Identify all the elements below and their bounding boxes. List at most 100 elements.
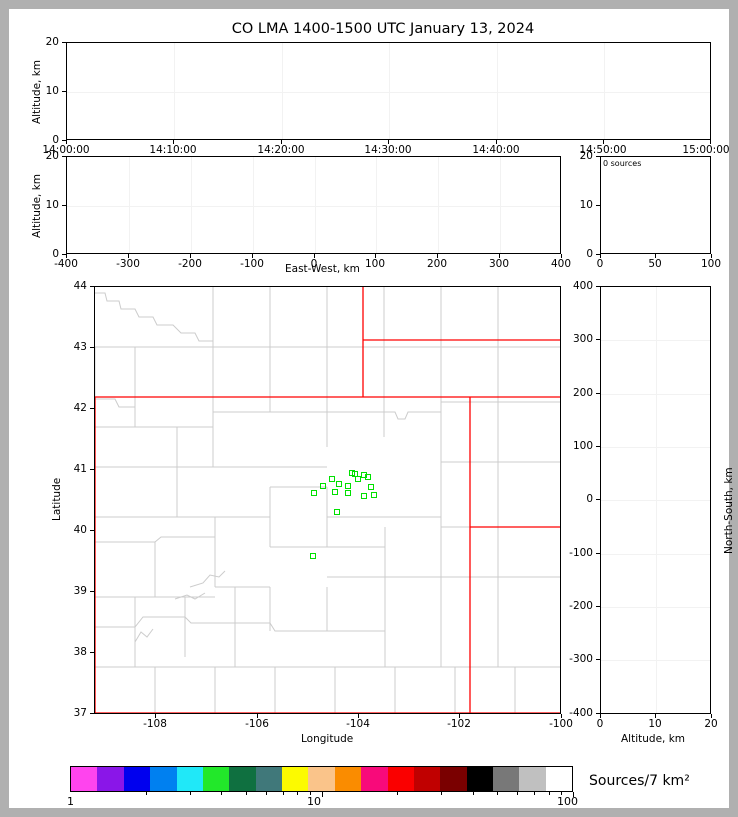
colorbar-segment	[413, 767, 441, 791]
colorbar-segment	[150, 767, 177, 791]
tick	[281, 140, 282, 144]
tick	[561, 714, 562, 718]
xtick-label: -100	[240, 258, 264, 270]
colorbar-segment	[229, 767, 256, 791]
colorbar-segment	[545, 767, 573, 791]
xtick-label: -100	[549, 718, 573, 730]
panel-northsouth-height	[600, 286, 711, 714]
tick	[437, 254, 438, 258]
lma-source-marker	[320, 483, 327, 489]
xtick-label: 14:10:00	[149, 144, 197, 156]
gridline	[497, 43, 498, 139]
ytick-label: 300	[572, 333, 593, 345]
axis-label-altitude: Altitude, km	[31, 59, 43, 124]
lma-source-marker	[371, 492, 377, 499]
colorbar-tick	[573, 792, 574, 797]
tick	[173, 140, 174, 144]
lma-source-marker	[333, 508, 340, 515]
gridline	[67, 206, 560, 207]
tick	[252, 254, 253, 258]
tick	[388, 140, 389, 144]
tick	[596, 606, 600, 607]
ytick-label: -300	[569, 653, 593, 665]
tick	[90, 652, 94, 653]
xtick-label: -200	[178, 258, 202, 270]
tick	[314, 254, 315, 258]
tick	[596, 156, 600, 157]
ytick-label: -200	[569, 600, 593, 612]
gridline	[601, 554, 710, 555]
ytick-label: 43	[73, 341, 87, 353]
xtick-label: 0	[310, 258, 318, 270]
tick	[90, 591, 94, 592]
tick	[561, 254, 562, 258]
axis-label-northsouth: North-South, km	[723, 467, 735, 554]
xtick-label: 14:40:00	[472, 144, 520, 156]
tick	[155, 714, 156, 718]
colorbar-tick	[245, 792, 247, 795]
colorbar-segment	[255, 767, 282, 791]
ytick-label: 200	[572, 387, 593, 399]
tick	[62, 140, 66, 141]
axis-label-longitude: Longitude	[301, 733, 354, 745]
tick	[90, 408, 94, 409]
colorbar-segment	[97, 767, 124, 791]
colorbar-title: Sources/7 km²	[589, 773, 690, 789]
ytick-label: -100	[569, 547, 593, 559]
tick	[596, 205, 600, 206]
tick	[711, 254, 712, 258]
tick	[62, 254, 66, 255]
xtick-label: -400	[54, 258, 78, 270]
tick	[596, 393, 600, 394]
tick	[257, 714, 258, 718]
colorbar-segment	[440, 767, 467, 791]
ytick-label: 42	[73, 402, 87, 414]
gridline	[315, 157, 316, 253]
ytick-label: 20	[45, 150, 59, 162]
xtick-label: 300	[488, 258, 510, 270]
gridline	[174, 43, 175, 139]
gridline	[604, 43, 605, 139]
gridline	[389, 43, 390, 139]
tick	[596, 499, 600, 500]
axis-label-latitude: Latitude	[51, 477, 63, 521]
lma-source-marker	[345, 489, 352, 496]
tick	[62, 156, 66, 157]
lma-source-marker	[311, 489, 318, 496]
colorbar-tick	[441, 792, 443, 795]
tick	[710, 140, 711, 144]
gridline	[500, 157, 501, 253]
tick	[603, 140, 604, 144]
axis-label-altitude: Altitude, km	[31, 173, 43, 238]
tick	[596, 553, 600, 554]
colorbar[interactable]	[70, 766, 573, 792]
gridline	[601, 447, 710, 448]
tick	[711, 714, 712, 718]
xtick-label: 10	[648, 718, 662, 730]
lma-source-marker	[310, 552, 317, 559]
colorbar-tick	[561, 792, 563, 795]
colorbar-segment	[466, 767, 493, 791]
gridline	[601, 660, 710, 661]
xtick-label: 15:00:00	[682, 144, 730, 156]
ytick-label: 37	[73, 707, 87, 719]
gridline	[67, 92, 710, 93]
xtick-label: 100	[364, 258, 386, 270]
xtick-label: -300	[116, 258, 140, 270]
tick	[596, 713, 600, 714]
ytick-label: 40	[73, 524, 87, 536]
tick	[90, 286, 94, 287]
colorbar-tick	[534, 792, 536, 795]
ytick-label: 10	[579, 199, 593, 211]
colorbar-segment	[493, 767, 520, 791]
tick	[128, 254, 129, 258]
colorbar-tick	[309, 792, 311, 795]
tick	[375, 254, 376, 258]
tick	[190, 254, 191, 258]
lma-source-marker	[336, 481, 343, 488]
colorbar-segment	[519, 767, 546, 791]
tick	[90, 469, 94, 470]
tick	[596, 446, 600, 447]
tick	[62, 42, 66, 43]
ytick-label: 10	[45, 199, 59, 211]
